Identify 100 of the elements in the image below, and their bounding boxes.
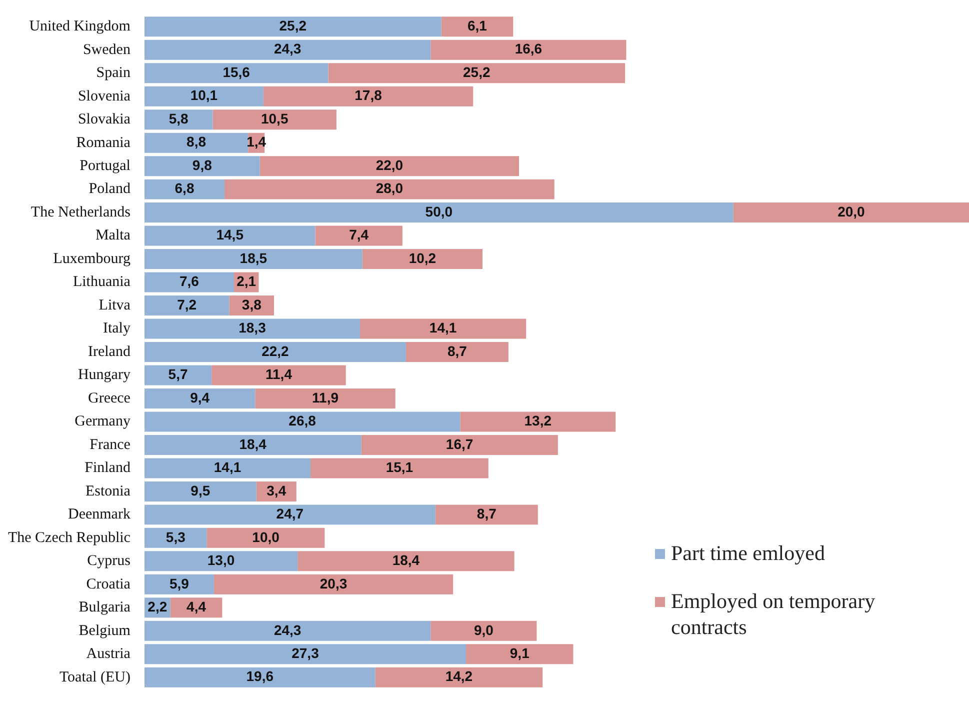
bar <box>435 504 538 525</box>
y-tick-label: Bulgaria <box>78 600 131 616</box>
y-tick-label: Austria <box>86 646 131 662</box>
bar <box>310 458 488 478</box>
y-tick-label: Greece <box>88 390 131 406</box>
data-label: 17,8 <box>354 87 382 104</box>
data-label: 4,4 <box>186 598 206 615</box>
data-label: 22,0 <box>376 156 404 173</box>
data-label: 26,8 <box>288 412 316 429</box>
bar <box>144 551 298 572</box>
bar <box>466 644 574 664</box>
bar <box>441 16 514 37</box>
bar <box>144 272 234 292</box>
y-tick-label: Croatia <box>86 576 131 592</box>
data-label: 20,3 <box>320 575 348 592</box>
bar <box>144 249 362 270</box>
data-label: 7,4 <box>349 226 369 243</box>
y-tick-label: United Kingdom <box>29 18 131 35</box>
data-label: 5,7 <box>168 366 188 382</box>
bar <box>212 365 346 386</box>
data-label: 14,1 <box>214 459 242 476</box>
bar <box>406 342 508 362</box>
data-label: 16,7 <box>446 436 474 452</box>
data-label: 9,0 <box>474 622 494 638</box>
y-tick-label: Malta <box>95 228 131 244</box>
data-label: 7,6 <box>179 273 200 290</box>
data-label: 9,8 <box>192 156 212 173</box>
bar <box>733 202 969 223</box>
y-tick-label: Ireland <box>88 344 131 360</box>
bar <box>360 318 526 339</box>
bar <box>214 574 454 594</box>
data-label: 10,2 <box>408 250 436 266</box>
data-label: 18,3 <box>238 320 266 336</box>
bar <box>144 296 230 316</box>
data-label: 9,5 <box>190 482 210 498</box>
bar <box>260 156 520 176</box>
y-tick-label: Slovenia <box>78 88 131 104</box>
data-label: 14,2 <box>445 668 473 684</box>
bar <box>144 202 734 223</box>
y-tick-label: Belgium <box>78 622 131 639</box>
bar <box>144 481 256 502</box>
bar <box>144 16 442 37</box>
bar <box>144 504 436 525</box>
bar <box>144 40 431 60</box>
y-tick-label: Hungary <box>78 367 131 384</box>
bar <box>263 86 474 106</box>
bar <box>144 434 362 455</box>
data-label: 14,5 <box>216 226 244 243</box>
bar <box>144 388 256 408</box>
bar <box>144 667 376 688</box>
data-label: 20,0 <box>838 203 866 220</box>
y-tick-label: Estonia <box>85 483 131 500</box>
y-tick-label: Germany <box>74 414 131 430</box>
data-label: 11,9 <box>312 389 339 406</box>
bar <box>144 412 460 432</box>
bar <box>212 110 336 130</box>
data-label: 27,3 <box>292 644 320 661</box>
y-tick-label: Lithuania <box>72 274 131 290</box>
data-label: 10,5 <box>260 110 288 126</box>
y-tick-label: France <box>90 436 131 453</box>
data-label: 16,6 <box>514 40 542 57</box>
bar <box>362 249 483 270</box>
y-tick-label: Sweden <box>82 42 131 58</box>
data-label: 13,0 <box>207 552 235 568</box>
data-label: 18,4 <box>239 436 267 452</box>
data-label: 28,0 <box>376 180 404 196</box>
data-label: 8,8 <box>186 134 206 150</box>
y-tick-label: The Czech Republic <box>8 530 131 546</box>
data-label: 50,0 <box>425 203 453 220</box>
bar <box>430 40 626 60</box>
bar <box>255 388 396 408</box>
bar <box>224 179 554 200</box>
y-tick-label: Deenmark <box>68 506 131 523</box>
data-label: 3,8 <box>242 296 262 312</box>
y-tick-label: Slovakia <box>78 112 131 128</box>
data-label: 14,1 <box>429 320 457 336</box>
data-label: 6,8 <box>174 180 194 196</box>
y-tick-label: Portugal <box>80 158 130 174</box>
data-label: 22,2 <box>262 342 290 359</box>
bar <box>375 667 543 688</box>
y-tick-label: Cyprus <box>87 553 131 570</box>
data-label: 24,3 <box>274 40 302 57</box>
data-label: 18,5 <box>240 250 268 266</box>
data-label: 10,0 <box>252 528 280 545</box>
bar <box>144 226 316 246</box>
data-label: 11,4 <box>265 366 292 382</box>
data-label: 7,2 <box>177 296 197 312</box>
data-label: 3,4 <box>266 482 286 498</box>
bar <box>298 551 514 572</box>
y-tick-label: Toatal (EU) <box>59 669 130 686</box>
bar <box>328 63 626 84</box>
data-label: 25,2 <box>463 64 490 80</box>
data-label: 1,4 <box>246 134 266 150</box>
bar <box>144 86 264 106</box>
data-label: 9,1 <box>510 644 530 661</box>
data-label: 15,1 <box>386 459 414 476</box>
bar <box>144 644 466 664</box>
data-label: 2,2 <box>148 598 168 615</box>
data-label: 19,6 <box>246 668 274 684</box>
data-label: 5,3 <box>166 528 186 545</box>
